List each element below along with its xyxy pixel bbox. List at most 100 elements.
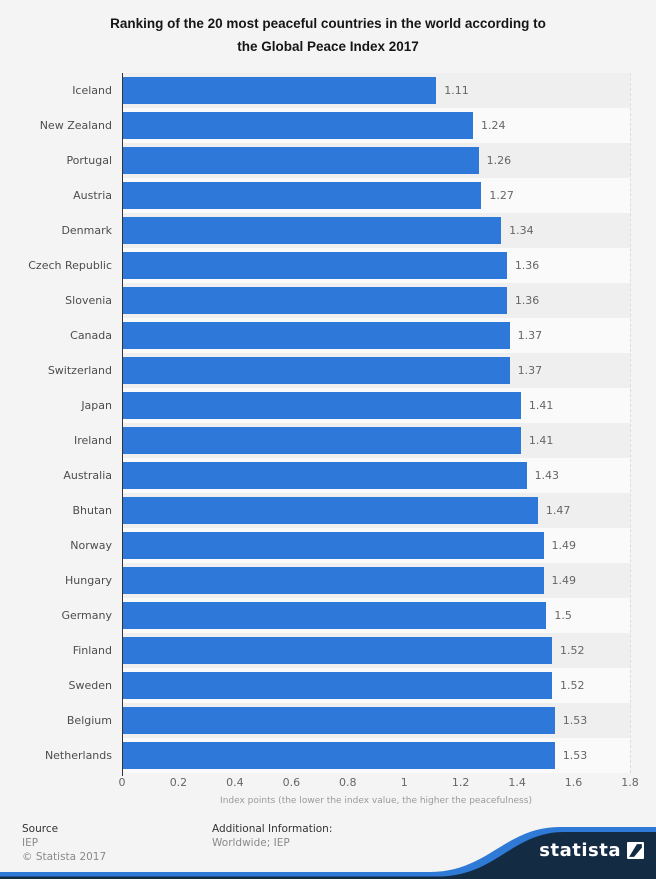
bar-row: Belgium 1.53 — [0, 703, 630, 738]
bar-row: Sweden 1.52 — [0, 668, 630, 703]
x-tick-label: 0 — [118, 776, 126, 789]
bar-value-label: 1.43 — [534, 469, 560, 482]
bar — [123, 287, 507, 314]
y-axis-line — [122, 73, 123, 776]
bar-value-label: 1.27 — [489, 189, 514, 202]
chart-title-line1: Ranking of the 20 most peaceful countrie… — [110, 16, 546, 31]
statista-logo-icon — [627, 842, 644, 859]
bar-value-label: 1.47 — [545, 504, 571, 517]
bar — [123, 357, 510, 384]
country-label: New Zealand — [39, 119, 112, 132]
bar-row: Slovenia 1.36 — [0, 283, 630, 318]
bar-track: 1.52 — [122, 668, 630, 703]
source-heading: Source — [22, 823, 59, 835]
bar-row: Ireland 1.41 — [0, 423, 630, 458]
country-label: Denmark — [61, 224, 112, 237]
footer: Source IEP © Statista 2017 Additional In… — [0, 815, 656, 879]
bar-row: Iceland 1.11 — [0, 73, 630, 108]
country-label: Netherlands — [44, 749, 112, 762]
bar-row: Czech Republic 1.36 — [0, 248, 630, 283]
x-tick-label: 1 — [400, 776, 408, 789]
bar — [123, 322, 510, 349]
bar-row: Netherlands 1.53 — [0, 738, 630, 773]
bar-track: 1.52 — [122, 633, 630, 668]
additional-info-block: Additional Information: Worldwide; IEP — [212, 822, 332, 850]
country-label: Bhutan — [72, 504, 112, 517]
bar-track: 1.36 — [122, 283, 630, 318]
bar-row: Australia 1.43 — [0, 458, 630, 493]
x-tick-label: 1.2 — [451, 776, 470, 789]
bar-row: Japan 1.41 — [0, 388, 630, 423]
bar-row: Norway 1.49 — [0, 528, 630, 563]
bar-track: 1.41 — [122, 423, 630, 458]
bar — [123, 77, 437, 104]
bar — [123, 742, 555, 769]
bar — [123, 567, 544, 594]
bar-track: 1.36 — [122, 248, 630, 283]
bar-row: Bhutan 1.47 — [0, 493, 630, 528]
bar-track: 1.5 — [122, 598, 630, 633]
bar-track: 1.47 — [122, 493, 630, 528]
bar-row: Denmark 1.34 — [0, 213, 630, 248]
x-tick-label: 0.8 — [339, 776, 357, 789]
bar-value-label: 1.11 — [444, 84, 469, 97]
bar-row: Finland 1.52 — [0, 633, 630, 668]
x-tick-label: 0.6 — [282, 776, 301, 789]
bar-row: Austria 1.27 — [0, 178, 630, 213]
bar-track: 1.53 — [122, 738, 630, 773]
bar-track: 1.34 — [122, 213, 630, 248]
footer-swoosh-graphic — [0, 827, 656, 879]
country-label: Iceland — [72, 84, 112, 97]
x-tick-label: 0.2 — [169, 776, 188, 789]
country-label: Japan — [81, 399, 112, 412]
bar-value-label: 1.5 — [554, 609, 572, 622]
bar-row: Hungary 1.49 — [0, 563, 630, 598]
additional-info-line: Worldwide; IEP — [212, 837, 290, 849]
bar-track: 1.24 — [122, 108, 630, 143]
bar-value-label: 1.36 — [514, 294, 540, 307]
bar — [123, 252, 507, 279]
bar — [123, 707, 555, 734]
bar-rows: Iceland 1.11 New Zealand 1.24 Portugal 1.26 Au… — [0, 73, 630, 773]
bar-value-label: 1.34 — [509, 224, 534, 237]
additional-info-heading: Additional Information: — [212, 823, 333, 835]
country-label: Australia — [63, 469, 112, 482]
bar-row: Canada 1.37 — [0, 318, 630, 353]
country-label: Sweden — [68, 679, 112, 692]
bar-value-label: 1.36 — [514, 259, 540, 272]
x-tick-label: 1.4 — [508, 776, 526, 789]
bar-track: 1.27 — [122, 178, 630, 213]
bar — [123, 532, 544, 559]
chart-title: Ranking of the 20 most peaceful countrie… — [20, 12, 636, 58]
bar-row: Switzerland 1.37 — [0, 353, 630, 388]
bar-track: 1.43 — [122, 458, 630, 493]
bar — [123, 672, 552, 699]
x-axis-label: Index points (the lower the index value,… — [220, 796, 532, 806]
bar — [123, 497, 538, 524]
bar-track: 1.49 — [122, 528, 630, 563]
bar — [123, 392, 521, 419]
bar-value-label: 1.41 — [528, 399, 554, 412]
country-label: Canada — [70, 329, 112, 342]
bar — [123, 217, 502, 244]
bar-value-label: 1.53 — [562, 714, 588, 727]
bar-track: 1.37 — [122, 318, 630, 353]
bar — [123, 112, 473, 139]
bar-row: Portugal 1.26 — [0, 143, 630, 178]
country-label: Germany — [61, 609, 112, 622]
bar-value-label: 1.41 — [528, 434, 554, 447]
bar — [123, 602, 547, 629]
country-label: Finland — [72, 644, 112, 657]
gridline — [630, 73, 631, 773]
bar-row: New Zealand 1.24 — [0, 108, 630, 143]
chart-title-line2: the Global Peace Index 2017 — [237, 39, 419, 54]
copyright: © Statista 2017 — [22, 851, 107, 863]
bar-value-label: 1.37 — [517, 364, 543, 377]
country-label: Norway — [70, 539, 112, 552]
bar-chart: Iceland 1.11 New Zealand 1.24 Portugal 1.26 Au… — [0, 73, 631, 776]
source-block: Source IEP © Statista 2017 — [22, 822, 106, 864]
bar — [123, 182, 482, 209]
bar-value-label: 1.37 — [517, 329, 543, 342]
x-tick-label: 1.8 — [621, 776, 639, 789]
